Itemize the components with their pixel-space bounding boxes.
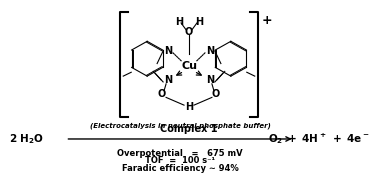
Text: N: N <box>164 75 172 85</box>
Text: $\mathbf{2\ H_2O}$: $\mathbf{2\ H_2O}$ <box>9 132 43 146</box>
Text: Cu: Cu <box>181 61 197 71</box>
Text: N: N <box>206 46 214 56</box>
Text: Complex 1: Complex 1 <box>160 124 218 134</box>
Text: H: H <box>185 102 193 112</box>
Text: +: + <box>262 14 273 27</box>
Text: H: H <box>195 17 203 27</box>
Text: $\mathbf{O_2\ +\ 4H^+\ +\ 4e^-}$: $\mathbf{O_2\ +\ 4H^+\ +\ 4e^-}$ <box>268 132 369 146</box>
Text: O: O <box>212 89 220 100</box>
Text: Faradic efficiency ∼ 94%: Faradic efficiency ∼ 94% <box>122 164 239 173</box>
Text: N: N <box>164 46 172 56</box>
Text: O: O <box>158 89 166 100</box>
Text: (Electrocatalysis in neutral phosphate buffer): (Electrocatalysis in neutral phosphate b… <box>90 123 271 129</box>
Text: H: H <box>175 17 183 27</box>
Text: O: O <box>185 27 193 37</box>
Text: N: N <box>206 75 214 85</box>
Text: Overpotential   =   675 mV: Overpotential = 675 mV <box>117 149 243 158</box>
Text: TOF  =  100 s⁻¹: TOF = 100 s⁻¹ <box>145 156 215 165</box>
